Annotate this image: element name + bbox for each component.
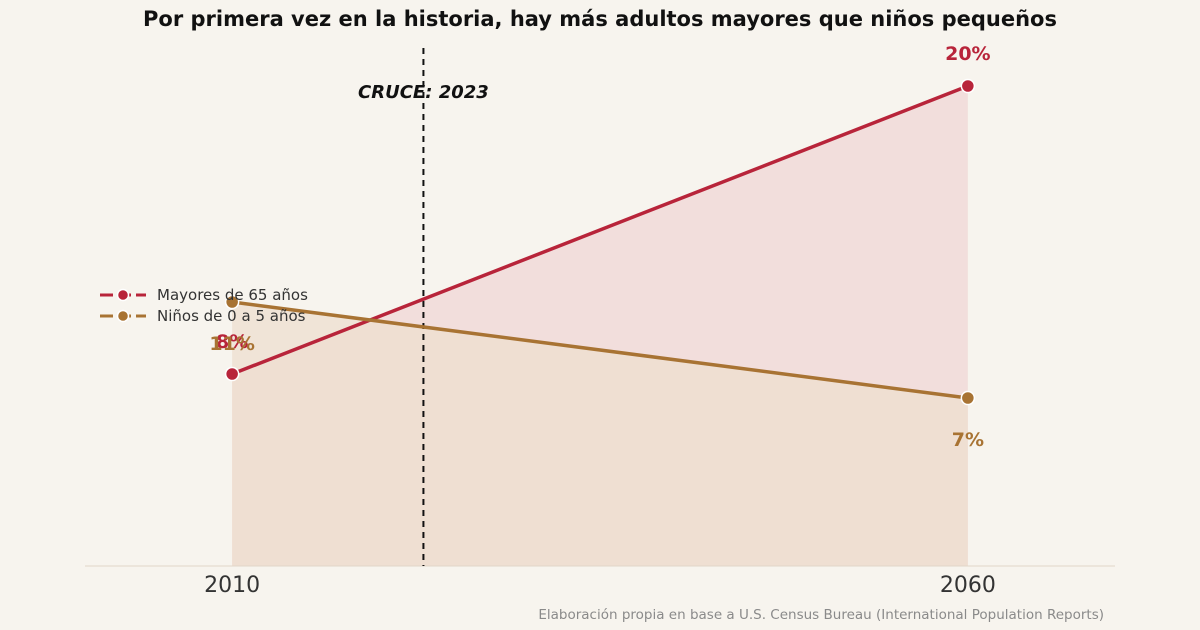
series-points: [224, 78, 976, 406]
legend-swatch-marker: [116, 288, 130, 302]
x-tick-label: 2060: [940, 573, 996, 598]
area-fills: [232, 86, 968, 566]
data-point: [224, 366, 240, 382]
legend-label-mayores: Mayores de 65 años: [157, 286, 308, 304]
x-tick-labels: 2010 2060: [204, 573, 996, 598]
legend-item-ninos: Niños de 0 a 5 años: [100, 307, 306, 325]
series-line-1: [231, 300, 969, 400]
data-point: [224, 294, 240, 310]
legend: Mayores de 65 años Niños de 0 a 5 años: [100, 286, 308, 325]
data-label: 7%: [952, 429, 984, 451]
crossover-annotation: CRUCE: 2023: [358, 82, 489, 103]
chart-title: Por primera vez en la historia, hay más …: [143, 7, 1057, 31]
data-label: 11%: [209, 333, 254, 355]
legend-label-ninos: Niños de 0 a 5 años: [157, 307, 306, 325]
legend-item-mayores: Mayores de 65 años: [100, 286, 308, 304]
source-note: Elaboración propia en base a U.S. Census…: [538, 607, 1104, 623]
x-tick-label: 2010: [204, 573, 260, 598]
series-line-0: [231, 84, 969, 376]
data-label: 8%: [216, 331, 248, 353]
series-lines: [231, 84, 969, 400]
area-fill-series-1: [232, 302, 968, 566]
data-point: [960, 78, 976, 94]
data-labels: 8% 20% 11% 7%: [209, 43, 990, 451]
data-point: [960, 390, 976, 406]
legend-swatch-marker: [116, 309, 130, 323]
data-label: 20%: [945, 43, 990, 65]
